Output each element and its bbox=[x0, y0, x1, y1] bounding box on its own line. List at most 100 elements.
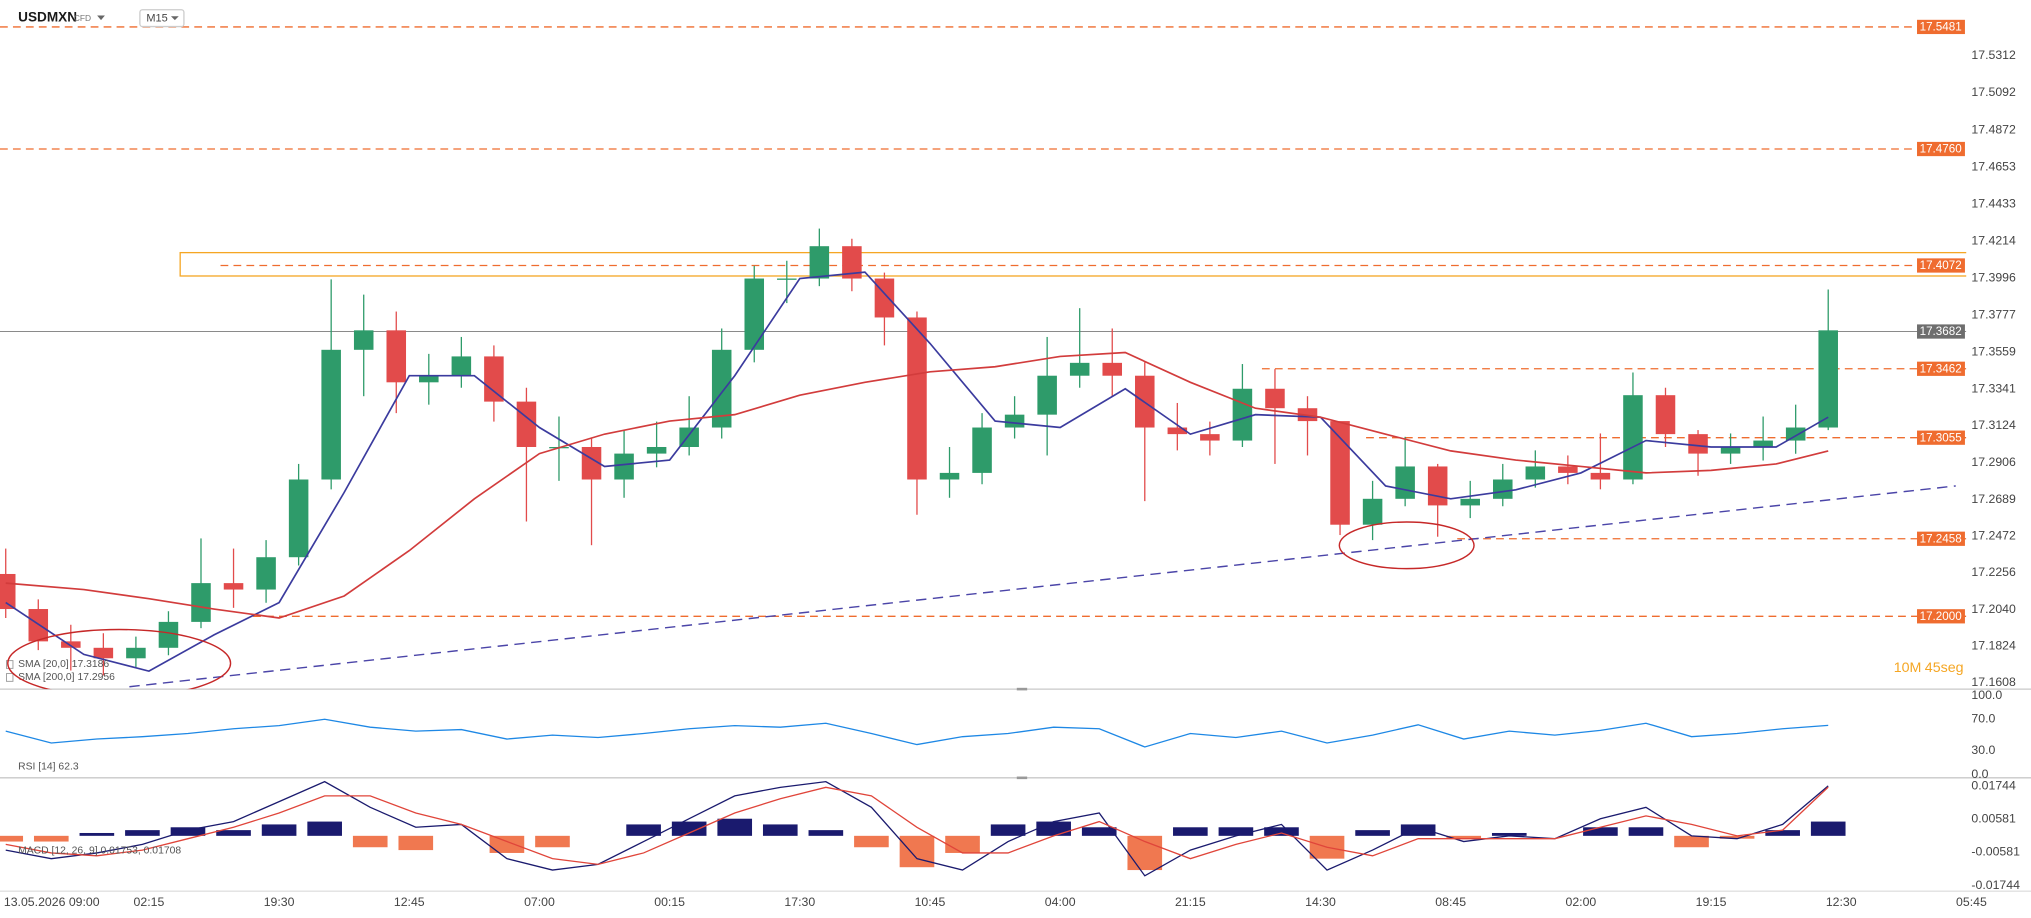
x-tick-label: 10:45 bbox=[915, 895, 946, 909]
x-tick-label: 12:45 bbox=[394, 895, 425, 909]
level-label: 17.2000 bbox=[1920, 610, 1963, 623]
timer-minutes: 10M bbox=[1894, 660, 1922, 676]
y-tick-label: 17.4653 bbox=[1971, 159, 2016, 173]
y-tick-label: 17.3559 bbox=[1971, 345, 2016, 359]
resize-handle[interactable] bbox=[1016, 776, 1028, 780]
x-tick-label: 02:00 bbox=[1565, 895, 1596, 909]
histogram-bar bbox=[1218, 827, 1254, 836]
level-label-box bbox=[1917, 430, 1965, 445]
y-tick-label: 17.3341 bbox=[1971, 382, 2016, 396]
y-tick-label: -0.01744 bbox=[1971, 878, 2020, 892]
histogram-bar bbox=[1036, 821, 1071, 836]
histogram-bar bbox=[1491, 832, 1527, 836]
y-tick-label: 17.1824 bbox=[1971, 638, 2016, 652]
candle-body bbox=[1590, 472, 1611, 480]
y-tick-label: 17.2256 bbox=[1971, 565, 2016, 579]
level-label: 17.4760 bbox=[1920, 143, 1963, 156]
y-tick-label: 17.2689 bbox=[1971, 492, 2016, 506]
histogram-bar bbox=[170, 827, 206, 836]
candle-body bbox=[1623, 395, 1643, 480]
candle-body bbox=[939, 472, 960, 480]
y-tick-label: 70.0 bbox=[1971, 712, 1995, 726]
y-tick-label: 17.4872 bbox=[1971, 122, 2016, 136]
candle-body bbox=[972, 427, 992, 473]
candle-body bbox=[1493, 479, 1513, 499]
candle-body bbox=[126, 647, 146, 659]
candle-body bbox=[28, 609, 49, 642]
y-tick-label: 17.2040 bbox=[1971, 602, 2016, 616]
histogram-bar bbox=[33, 835, 69, 842]
indicator-panels bbox=[0, 718, 1846, 877]
candle-body bbox=[288, 479, 309, 558]
histogram-bar bbox=[489, 835, 525, 853]
histogram-bar bbox=[307, 821, 342, 836]
histogram-bar bbox=[1173, 827, 1208, 836]
candle-body bbox=[809, 246, 830, 279]
candle-body bbox=[1037, 375, 1057, 415]
histogram-bar bbox=[1810, 821, 1846, 836]
candle-body bbox=[744, 278, 765, 350]
candle-body bbox=[1232, 388, 1253, 441]
indicator-label: MACD [12, 26, 9] 0.01753, 0.01708 bbox=[18, 846, 181, 857]
histogram-bar bbox=[1765, 830, 1800, 836]
x-tick-label: 07:00 bbox=[524, 895, 555, 909]
trendline bbox=[129, 485, 1956, 688]
y-tick-label: 0.00581 bbox=[1971, 812, 2016, 826]
candle-body bbox=[1655, 395, 1676, 435]
histogram-bar bbox=[671, 821, 707, 836]
timeframe-dropdown[interactable] bbox=[170, 16, 179, 21]
level-label: 17.4072 bbox=[1920, 259, 1962, 272]
histogram-bar bbox=[1081, 827, 1117, 836]
annotation-ellipse bbox=[1338, 521, 1475, 570]
candle-body bbox=[1167, 427, 1188, 435]
x-tick-label: 19:30 bbox=[264, 895, 295, 909]
y-tick-label: 0.0 bbox=[1971, 767, 1988, 781]
x-tick-label: 14:30 bbox=[1305, 895, 1336, 909]
candle-body bbox=[874, 278, 895, 318]
instrument-type: CFD bbox=[74, 13, 91, 23]
symbol-dropdown[interactable] bbox=[97, 15, 105, 21]
y-tick-label: -0.00581 bbox=[1971, 845, 2020, 859]
x-tick-label: 12:30 bbox=[1826, 895, 1857, 909]
histogram-bar bbox=[1719, 835, 1755, 839]
candle-body bbox=[1102, 362, 1123, 376]
candle-body bbox=[256, 557, 276, 590]
histogram-bar bbox=[717, 818, 753, 836]
candle-body bbox=[223, 583, 244, 590]
candle-body bbox=[1362, 498, 1383, 525]
candle-body bbox=[353, 330, 374, 350]
histogram-bar bbox=[854, 835, 889, 848]
timeframe-selector[interactable] bbox=[139, 9, 185, 28]
level-label-box bbox=[1917, 141, 1965, 157]
legend-entry: SMA [20,0] 17.3186 bbox=[18, 659, 109, 670]
timer-seconds: 45seg bbox=[1925, 660, 1964, 676]
y-tick-label: 17.3777 bbox=[1971, 308, 2016, 322]
x-tick-label: 08:45 bbox=[1435, 895, 1466, 909]
candle-body bbox=[1004, 414, 1025, 428]
annotation-ellipse bbox=[7, 628, 232, 690]
resize-handle[interactable] bbox=[1016, 687, 1028, 691]
histogram-bar bbox=[0, 835, 24, 842]
level-label-box bbox=[1917, 361, 1965, 376]
histogram-bar bbox=[626, 824, 661, 836]
x-tick-label: 17:30 bbox=[784, 895, 815, 909]
x-tick-label: 05:45 bbox=[1956, 895, 1987, 909]
price-zone bbox=[179, 251, 1967, 277]
x-tick-label: 00:15 bbox=[654, 895, 685, 909]
histogram-bar bbox=[1446, 835, 1482, 839]
level-label: 17.2458 bbox=[1920, 532, 1962, 545]
current-price-box bbox=[1917, 324, 1965, 339]
histogram-bar bbox=[899, 835, 935, 868]
y-tick-label: 17.2906 bbox=[1971, 455, 2016, 469]
histogram-bar bbox=[990, 824, 1026, 836]
histogram-bar bbox=[762, 824, 798, 836]
candle-body bbox=[1525, 466, 1546, 480]
current-price-label: 17.3682 bbox=[1920, 325, 1962, 338]
candle-body bbox=[61, 641, 81, 648]
histogram-bar bbox=[535, 835, 570, 848]
histogram-bar bbox=[1355, 830, 1390, 836]
x-tick-label: 21:15 bbox=[1175, 895, 1206, 909]
level-label-box bbox=[1917, 531, 1965, 546]
candle-body bbox=[93, 647, 114, 659]
